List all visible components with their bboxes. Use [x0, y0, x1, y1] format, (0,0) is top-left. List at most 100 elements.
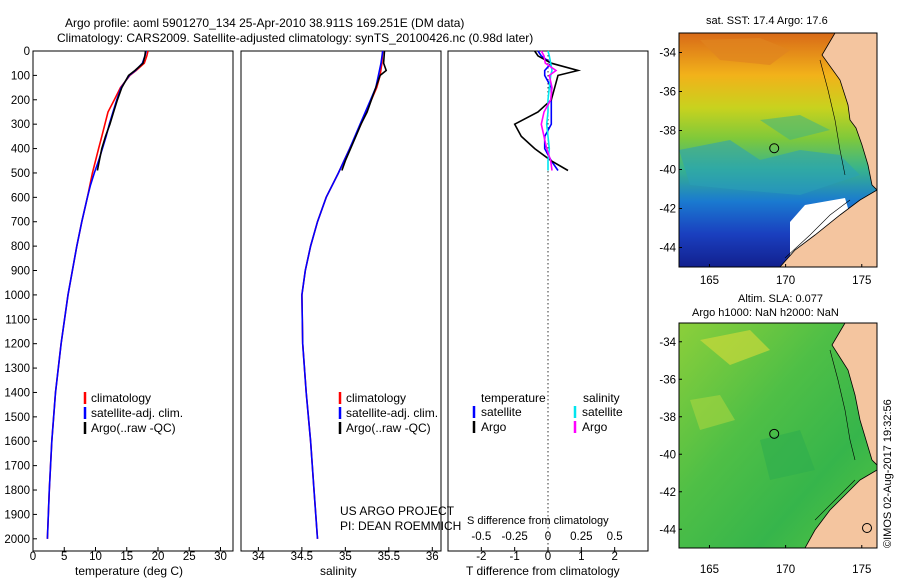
- south-island-land: [779, 189, 877, 267]
- sst-map-title: sat. SST: 17.4 Argo: 17.6: [706, 15, 828, 27]
- s-difference-tick-label: 0.5: [607, 531, 623, 543]
- sla-map-panel: Altim. SLA: 0.077 Argo h1000: NaN h2000:…: [659, 293, 878, 576]
- temperature-tick-label: 20: [152, 551, 165, 563]
- depth-tick-label: 2000: [4, 534, 30, 546]
- legend-label-s-argo: Argo: [582, 420, 608, 434]
- depth-tick-label: 1900: [4, 509, 30, 521]
- depth-tick-label: 1200: [4, 339, 30, 351]
- legend-label-argo: Argo(..raw -QC): [91, 421, 176, 435]
- t-difference-tick-label: 2: [611, 551, 617, 563]
- figure-title-line1: Argo profile: aoml 5901270_134 25-Apr-20…: [65, 16, 464, 30]
- legend-header-salinity: salinity: [583, 391, 620, 405]
- depth-tick-label: 1400: [4, 387, 30, 399]
- salinity-tick-label: 34: [252, 551, 265, 563]
- timestamp-label: ©IMOS 02-Aug-2017 19:32:56: [882, 399, 894, 548]
- series-line-s-satellite: [545, 50, 553, 171]
- difference-series: [513, 50, 582, 172]
- t-difference-tick-label: 0: [545, 551, 551, 563]
- temperature-xlabel: temperature (deg C): [75, 564, 183, 578]
- lon-tick-label: 170: [776, 275, 795, 287]
- lat-tick-label: -42: [659, 204, 676, 216]
- series-line-s-argo: [540, 50, 558, 171]
- salinity-tick-label: 36: [426, 551, 439, 563]
- temperature-tick-label: 25: [183, 551, 196, 563]
- depth-tick-label: 1100: [5, 314, 30, 326]
- salinity-series: [301, 50, 388, 539]
- depth-tick-label: 1000: [4, 290, 30, 302]
- depth-tick-label: 200: [11, 95, 30, 107]
- t-difference-tick-label: -2: [476, 551, 486, 563]
- north-island-land: [821, 33, 877, 191]
- lon-tick-label: 175: [852, 275, 871, 287]
- salinity-axes-box: [240, 50, 442, 552]
- sst-map-frame: [678, 32, 878, 268]
- lon-tick-label: 175: [852, 564, 871, 576]
- depth-tick-label: 500: [11, 168, 30, 180]
- sst-map-panel: sat. SST: 17.4 Argo: 17.6 -34 -36 -38 -40 -4…: [659, 15, 878, 287]
- depth-axis: 0 100 200 300 400 500 600 700 800 900 1000 1100 1200…: [4, 46, 37, 546]
- lat-tick-label: -36: [659, 374, 676, 386]
- depth-tick-label: 1700: [4, 461, 30, 473]
- project-annotation: US ARGO PROJECT: [340, 504, 455, 518]
- series-line-satellite-adj-clim-: [46, 50, 147, 539]
- legend-label-s-satellite: satellite: [582, 405, 623, 419]
- pi-annotation: PI: DEAN ROEMMICH: [340, 519, 461, 533]
- depth-tick-label: 700: [11, 217, 30, 229]
- temperature-tick-label: 30: [214, 551, 227, 563]
- sst-map-lat-axis: -34 -36 -38 -40 -42 -44: [659, 48, 682, 255]
- figure-title-line2: Climatology: CARS2009. Satellite-adjuste…: [57, 31, 533, 45]
- s-difference-tick-label: -0.5: [471, 531, 491, 543]
- legend-label-t-satellite: satellite: [481, 405, 522, 419]
- s-difference-tick-label: 0.25: [570, 531, 592, 543]
- temperature-tick-label: 15: [120, 551, 133, 563]
- temperature-tick-label: 0: [30, 551, 36, 563]
- s-difference-tick-label: -0.25: [502, 531, 528, 543]
- south-island-land: [804, 469, 877, 548]
- lon-tick-label: 165: [700, 275, 719, 287]
- legend-header-temperature: temperature: [481, 391, 546, 405]
- temperature-x-axis: 0 5 10 15 20 25 30: [30, 547, 227, 563]
- lat-tick-label: -34: [659, 48, 676, 60]
- salinity-xlabel: salinity: [320, 564, 357, 578]
- depth-tick-label: 1300: [4, 363, 30, 375]
- map-marker: [862, 523, 872, 533]
- depth-tick-label: 100: [11, 70, 30, 82]
- salinity-tick-label: 35.5: [378, 551, 400, 563]
- depth-tick-label: 1600: [4, 436, 30, 448]
- depth-tick-label: 0: [24, 46, 30, 58]
- temperature-panel: 0100200300400500600700800900100011001200…: [4, 46, 234, 578]
- difference-panel: -2 -1 0 1 2 -0.5 -0.25 0 0.25 0.5 S difference fr…: [447, 50, 649, 578]
- salinity-tick-label: 34.5: [291, 551, 313, 563]
- no-data-area: [790, 198, 850, 255]
- depth-tick-label: 900: [11, 266, 30, 278]
- lat-tick-label: -38: [659, 126, 676, 138]
- series-line-climatology: [301, 50, 384, 539]
- series-line-climatology: [46, 50, 149, 539]
- series-line-argo-raw-qc-: [341, 50, 388, 171]
- argo-position-marker: [769, 428, 780, 439]
- salinity-legend: climatology satellite-adj. clim. Argo(..…: [338, 391, 438, 435]
- s-difference-tick-label: 0: [545, 531, 551, 543]
- temperature-tick-label: 5: [61, 551, 67, 563]
- legend-label-t-argo: Argo: [481, 420, 507, 434]
- temperature-tick-label: 10: [89, 551, 102, 563]
- depth-tick-label: 800: [11, 241, 30, 253]
- sst-map-lon-axis: 165 170 175: [700, 264, 871, 287]
- depth-tick-label: 400: [11, 144, 30, 156]
- lat-tick-label: -36: [659, 87, 676, 99]
- sla-map-lat-axis: -34 -36 -38 -40 -42 -44: [659, 337, 682, 536]
- salinity-x-axis: 34 34.5 35 35.5 36: [252, 547, 439, 563]
- lat-tick-label: -44: [659, 243, 676, 255]
- difference-legend: temperature salinity satellite Argo sate…: [472, 391, 623, 434]
- t-difference-tick-label: 1: [578, 551, 584, 563]
- series-line-argo-raw-qc-: [96, 50, 147, 171]
- salinity-tick-label: 35: [339, 551, 352, 563]
- sla-map-frame: [678, 322, 878, 549]
- legend-label-argo: Argo(..raw -QC): [346, 421, 431, 435]
- north-island-land: [831, 323, 877, 466]
- difference-x-axis: -2 -1 0 1 2 -0.5 -0.25 0 0.25 0.5: [471, 531, 622, 563]
- salinity-panel: 34 34.5 35 35.5 36 salinity climatology sate…: [240, 50, 461, 578]
- series-line-satellite-adj-clim-: [301, 50, 384, 539]
- legend-label-satellite: satellite-adj. clim.: [346, 406, 438, 420]
